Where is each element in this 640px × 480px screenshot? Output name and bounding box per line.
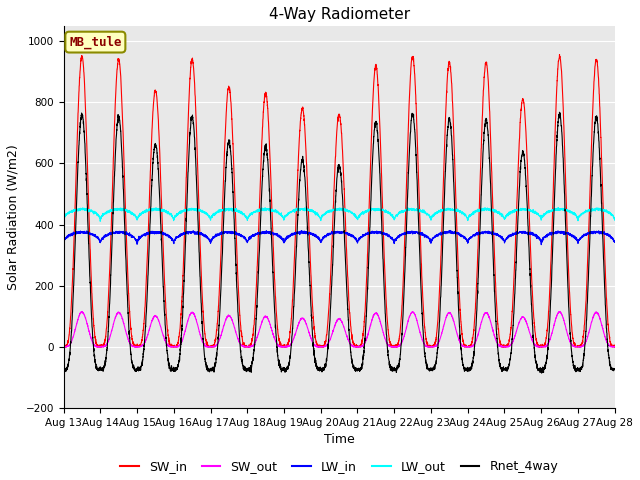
SW_in: [319, 344, 326, 349]
Rnet_4way: [159, 268, 166, 274]
SW_out: [611, 344, 618, 349]
Rnet_4way: [319, 367, 326, 373]
Text: MB_tule: MB_tule: [69, 36, 122, 49]
SW_out: [319, 344, 326, 349]
LW_in: [319, 236, 326, 242]
Rnet_4way: [463, 365, 470, 371]
LW_out: [60, 217, 67, 223]
LW_in: [611, 239, 618, 245]
SW_in: [432, 335, 440, 340]
SW_in: [463, 344, 470, 350]
X-axis label: Time: Time: [324, 433, 355, 446]
LW_out: [319, 213, 326, 219]
SW_out: [433, 343, 440, 348]
LW_out: [611, 217, 618, 223]
LW_out: [463, 214, 470, 220]
Y-axis label: Solar Radiation (W/m2): Solar Radiation (W/m2): [7, 144, 20, 290]
Rnet_4way: [432, 360, 440, 366]
SW_out: [463, 344, 470, 349]
LW_out: [494, 209, 502, 215]
LW_in: [432, 233, 440, 239]
SW_out: [611, 344, 618, 349]
Rnet_4way: [538, 370, 545, 376]
LW_in: [611, 238, 618, 243]
LW_in: [538, 242, 545, 248]
LW_out: [554, 205, 562, 211]
LW_in: [446, 228, 454, 233]
Line: Rnet_4way: Rnet_4way: [63, 112, 614, 373]
Legend: SW_in, SW_out, LW_in, LW_out, Rnet_4way: SW_in, SW_out, LW_in, LW_out, Rnet_4way: [115, 455, 563, 478]
SW_out: [60, 344, 67, 349]
Rnet_4way: [494, 345, 502, 351]
Line: LW_in: LW_in: [63, 230, 614, 245]
SW_out: [60, 344, 68, 350]
SW_in: [159, 235, 166, 241]
SW_in: [556, 52, 563, 58]
Rnet_4way: [611, 366, 618, 372]
LW_out: [432, 210, 440, 216]
LW_in: [463, 237, 470, 242]
LW_in: [159, 229, 166, 235]
Line: SW_out: SW_out: [63, 312, 614, 347]
Line: SW_in: SW_in: [63, 55, 614, 347]
SW_in: [60, 344, 68, 350]
SW_in: [494, 321, 502, 327]
LW_out: [159, 207, 166, 213]
SW_in: [611, 344, 618, 350]
Rnet_4way: [611, 366, 618, 372]
Rnet_4way: [556, 109, 563, 115]
Title: 4-Way Radiometer: 4-Way Radiometer: [269, 7, 410, 22]
LW_in: [494, 233, 502, 239]
SW_in: [60, 344, 67, 349]
SW_out: [159, 331, 166, 337]
Line: LW_out: LW_out: [63, 208, 614, 221]
SW_out: [494, 341, 502, 347]
Rnet_4way: [60, 366, 67, 372]
SW_out: [78, 309, 86, 314]
SW_in: [611, 344, 618, 350]
LW_out: [611, 216, 618, 221]
LW_in: [60, 240, 67, 246]
LW_out: [97, 218, 104, 224]
